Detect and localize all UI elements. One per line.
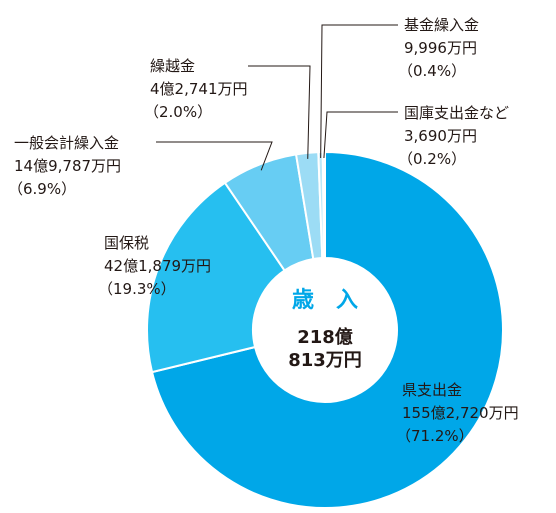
leader-line-5 — [320, 24, 398, 159]
slice-label-name: 一般会計繰入金 — [14, 134, 119, 152]
slice-label-name: 基金繰入金 — [404, 16, 479, 34]
label-kikinkurire: 基金繰入金 9,996万円 （0.4%） — [398, 16, 479, 80]
center-total-line-1: 218億 — [297, 326, 353, 348]
donut-slice-1 — [150, 150, 504, 509]
slice-label-amount: 4億2,741万円 — [150, 80, 248, 98]
center-title: 歳 入 — [292, 288, 358, 313]
slice-label-amount: 42億1,879万円 — [104, 257, 211, 275]
center-total-line-2: 813万円 — [288, 350, 362, 371]
leader-lines — [156, 24, 398, 171]
leader-line-3 — [156, 141, 273, 171]
donut-slice-6 — [321, 150, 326, 260]
slice-label-percent: （0.2%） — [398, 150, 466, 168]
label-ippankaikei: 一般会計繰入金 14億9,787万円 （6.9%） — [8, 134, 121, 198]
slice-label-amount: 14億9,787万円 — [14, 157, 121, 175]
leader-line-4 — [248, 65, 311, 159]
slice-label-name: 国庫支出金など — [404, 104, 509, 122]
label-kokuhozei: 国保税 42億1,879万円 （19.3%） — [98, 234, 211, 298]
slice-label-name: 県支出金 — [402, 381, 462, 399]
slice-label-percent: （6.9%） — [8, 180, 76, 198]
donut-slice-2 — [146, 181, 286, 374]
label-kurikoshikin: 繰越金 4億2,741万円 （2.0%） — [144, 57, 248, 121]
slice-label-percent: （71.2%） — [396, 427, 474, 445]
donut-slices — [146, 150, 504, 509]
slice-label-percent: （2.0%） — [144, 103, 212, 121]
label-kokko: 国庫支出金など 3,690万円 （0.2%） — [398, 104, 509, 168]
slice-label-percent: （0.4%） — [398, 62, 466, 80]
slice-label-amount: 155億2,720万円 — [402, 404, 519, 422]
slice-label-percent: （19.3%） — [98, 280, 176, 298]
slice-label-name: 繰越金 — [150, 57, 195, 75]
leader-line-6 — [323, 111, 398, 159]
slice-label-amount: 9,996万円 — [404, 39, 477, 57]
slice-label-amount: 3,690万円 — [404, 127, 477, 145]
label-kenshishutsukin: 県支出金 155億2,720万円 （71.2%） — [396, 381, 519, 445]
slice-label-name: 国保税 — [104, 234, 149, 252]
